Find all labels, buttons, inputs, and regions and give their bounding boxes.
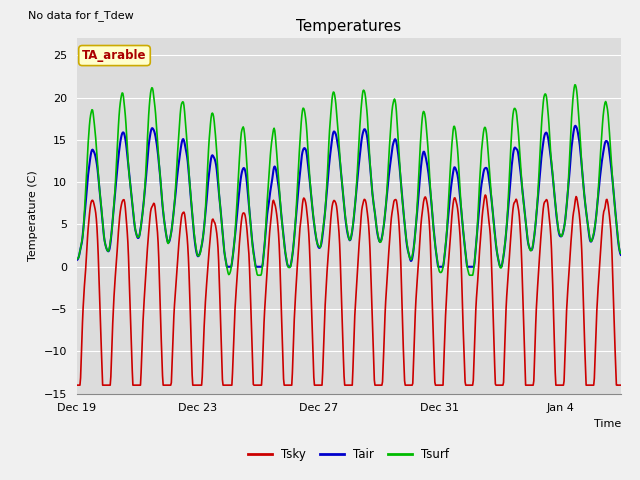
- Title: Temperatures: Temperatures: [296, 20, 401, 35]
- Legend: Tsky, Tair, Tsurf: Tsky, Tair, Tsurf: [243, 444, 454, 466]
- Y-axis label: Temperature (C): Temperature (C): [28, 170, 38, 262]
- Text: No data for f_Tdew: No data for f_Tdew: [28, 10, 134, 21]
- X-axis label: Time: Time: [593, 419, 621, 429]
- Text: TA_arable: TA_arable: [82, 49, 147, 62]
